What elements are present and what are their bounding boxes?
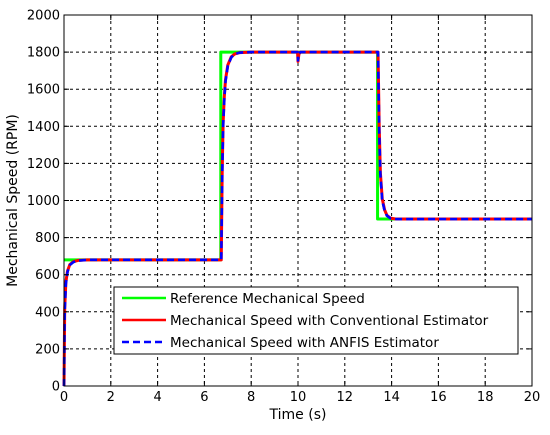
legend-label-conventional: Mechanical Speed with Conventional Estim… [170, 313, 489, 329]
axis-ticks [63, 14, 533, 387]
y-tick-label: 1200 [27, 157, 60, 172]
x-tick-label: 20 [524, 390, 541, 405]
x-tick-label: 0 [60, 390, 68, 405]
legend-label-anfis: Mechanical Speed with ANFIS Estimator [170, 335, 439, 351]
x-axis-label: Time (s) [269, 407, 327, 423]
series-anfis-line [62, 50, 532, 387]
x-tick-label: 16 [430, 390, 447, 405]
y-axis-label: Mechanical Speed (RPM) [5, 114, 21, 287]
x-tick-label: 10 [290, 390, 307, 405]
x-tick-label: 2 [107, 390, 115, 405]
legend-label-reference: Reference Mechanical Speed [170, 291, 365, 307]
series-layer [62, 50, 532, 387]
x-tick-label: 6 [200, 390, 208, 405]
x-tick-label: 12 [337, 390, 354, 405]
x-tick-label: 18 [477, 390, 494, 405]
y-tick-label: 200 [35, 342, 60, 357]
x-tick-label: 14 [383, 390, 400, 405]
y-tick-label: 400 [35, 305, 60, 320]
y-tick-label: 2000 [27, 9, 60, 24]
y-tick-labels: 0 200 400 600 800 1000 1200 1400 1600 1800 2000 [27, 9, 60, 395]
y-tick-label: 1800 [27, 46, 60, 61]
y-tick-label: 600 [35, 268, 60, 283]
legend: Reference Mechanical Speed Mechanical Sp… [113, 286, 519, 355]
y-tick-label: 800 [35, 231, 60, 246]
x-tick-label: 4 [153, 390, 161, 405]
x-tick-label: 8 [247, 390, 255, 405]
y-tick-label: 0 [52, 380, 60, 395]
legend-box [113, 286, 519, 355]
grid-lines [64, 15, 532, 386]
x-tick-labels: 0 2 4 6 8 10 12 14 16 18 20 [60, 390, 540, 405]
y-tick-label: 1600 [27, 83, 60, 98]
y-tick-label: 1000 [27, 194, 60, 209]
y-tick-label: 1400 [27, 120, 60, 135]
